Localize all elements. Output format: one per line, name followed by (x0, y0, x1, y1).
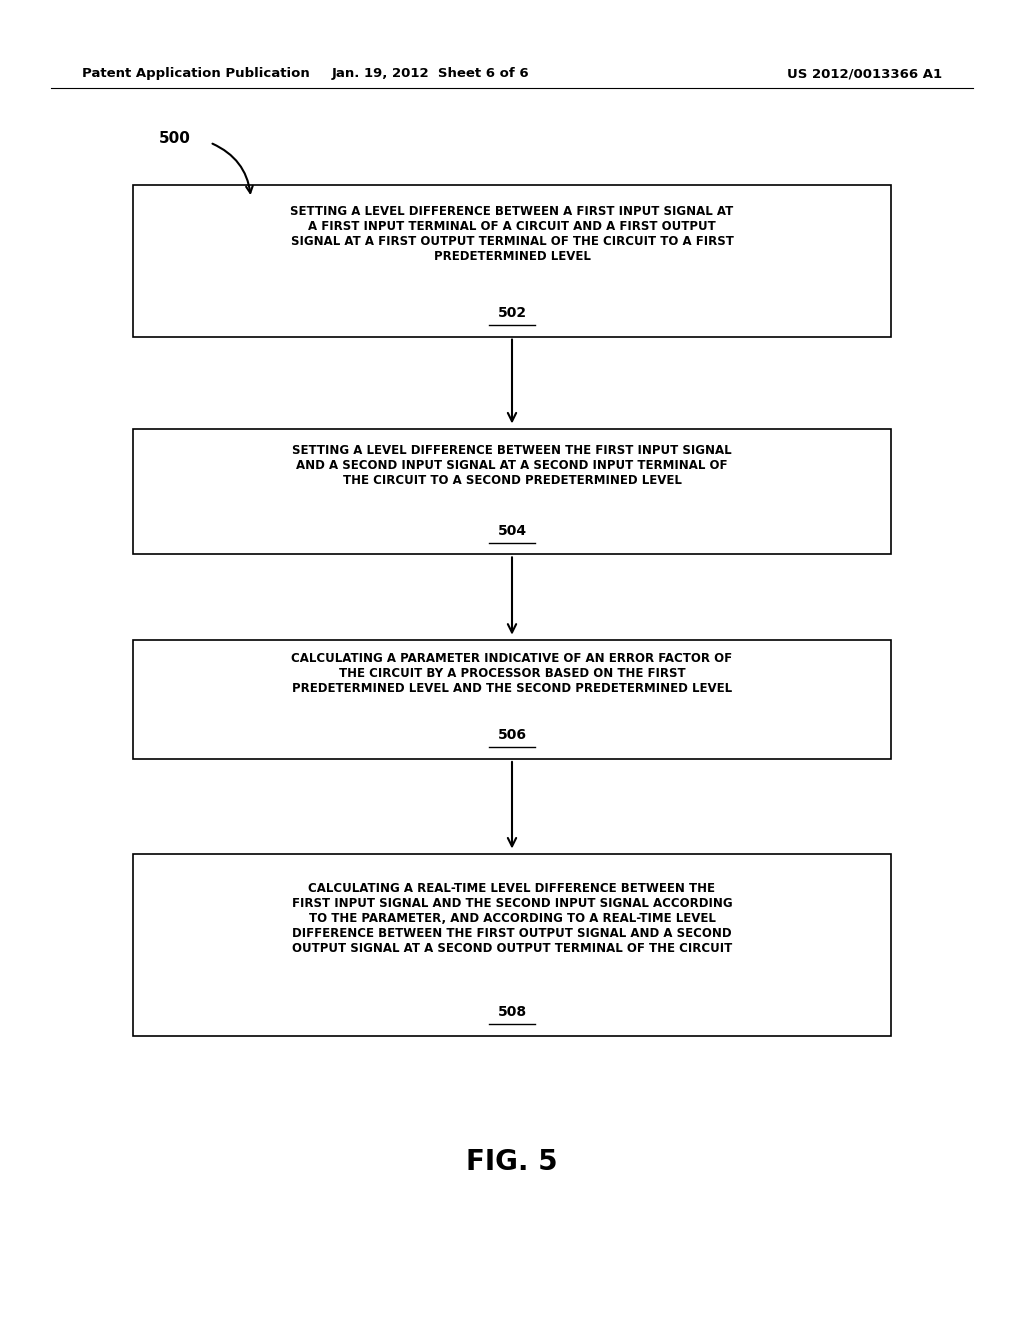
Text: Patent Application Publication: Patent Application Publication (82, 67, 309, 81)
Text: SETTING A LEVEL DIFFERENCE BETWEEN THE FIRST INPUT SIGNAL
AND A SECOND INPUT SIG: SETTING A LEVEL DIFFERENCE BETWEEN THE F… (292, 444, 732, 487)
Text: 504: 504 (498, 524, 526, 537)
Text: 506: 506 (498, 729, 526, 742)
Text: CALCULATING A PARAMETER INDICATIVE OF AN ERROR FACTOR OF
THE CIRCUIT BY A PROCES: CALCULATING A PARAMETER INDICATIVE OF AN… (292, 652, 732, 694)
Text: FIG. 5: FIG. 5 (466, 1147, 558, 1176)
Bar (133, 429, 891, 554)
Bar (133, 185, 891, 337)
Text: SETTING A LEVEL DIFFERENCE BETWEEN A FIRST INPUT SIGNAL AT
A FIRST INPUT TERMINA: SETTING A LEVEL DIFFERENCE BETWEEN A FIR… (291, 206, 733, 263)
Bar (133, 854, 891, 1036)
Text: 502: 502 (498, 306, 526, 319)
Text: Jan. 19, 2012  Sheet 6 of 6: Jan. 19, 2012 Sheet 6 of 6 (332, 67, 528, 81)
Text: 500: 500 (159, 131, 190, 147)
Text: US 2012/0013366 A1: US 2012/0013366 A1 (787, 67, 942, 81)
Text: 508: 508 (498, 1006, 526, 1019)
Bar (133, 640, 891, 759)
Text: CALCULATING A REAL-TIME LEVEL DIFFERENCE BETWEEN THE
FIRST INPUT SIGNAL AND THE : CALCULATING A REAL-TIME LEVEL DIFFERENCE… (292, 882, 732, 956)
